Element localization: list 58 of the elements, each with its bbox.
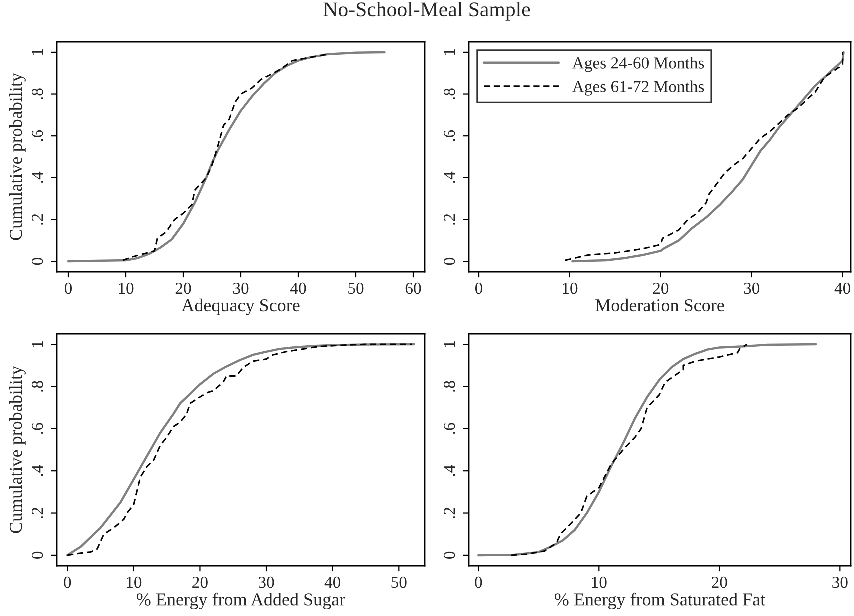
x-tick-label: 10 — [592, 576, 607, 588]
x-axis-title: % Energy from Added Sugar — [136, 592, 346, 610]
y-axis-title: Cumulative probability — [9, 366, 26, 534]
x-axis-title: % Energy from Saturated Fat — [554, 592, 766, 610]
x-axis-title: Adequacy Score — [182, 298, 300, 316]
y-tick-label: .8 — [444, 88, 456, 100]
x-tick-label: 30 — [258, 576, 274, 588]
x-tick-label: 30 — [233, 282, 249, 294]
y-tick-label: .8 — [32, 88, 44, 100]
y-tick-label: 1 — [444, 49, 456, 56]
x-tick-label: 20 — [653, 282, 669, 294]
y-axis-title: Cumulative probability — [9, 73, 26, 240]
x-tick-label: 20 — [176, 282, 192, 294]
y-tick-label: 0 — [444, 258, 456, 266]
y-tick-label: .2 — [32, 214, 44, 225]
line-series — [478, 343, 818, 557]
x-axis-title: Moderation Score — [596, 298, 724, 312]
legend-label: Ages 61-72 Months — [572, 80, 704, 96]
y-tick-label: .2 — [444, 214, 456, 225]
y-tick-label: .2 — [32, 508, 44, 518]
legend-label: Ages 24-60 Months — [572, 57, 704, 72]
y-tick-label: .6 — [444, 423, 456, 434]
y-tick-label: 1 — [444, 341, 456, 348]
x-tick-label: 10 — [119, 282, 134, 294]
x-tick-label: 40 — [290, 282, 306, 294]
line-series — [67, 51, 386, 263]
x-tick-label: 50 — [348, 282, 364, 294]
x-tick-label: 0 — [64, 576, 72, 588]
y-tick-label: .6 — [32, 130, 44, 142]
y-tick-label: .6 — [32, 423, 44, 434]
y-tick-label: 0 — [32, 552, 44, 559]
line-series — [510, 344, 748, 556]
x-tick-label: 0 — [475, 282, 483, 294]
x-tick-label: 10 — [563, 282, 578, 294]
x-tick-label: 0 — [475, 576, 482, 588]
y-tick-label: 0 — [444, 552, 456, 559]
y-tick-label: .8 — [444, 381, 456, 392]
x-tick-label: 30 — [832, 576, 848, 588]
y-tick-label: .2 — [444, 508, 456, 518]
x-tick-label: 50 — [392, 576, 407, 588]
x-tick-label: 40 — [834, 282, 851, 294]
x-tick-label: 0 — [64, 282, 72, 294]
y-tick-label: 0 — [32, 258, 44, 266]
y-tick-label: 1 — [32, 49, 44, 56]
x-tick-label: 20 — [192, 576, 208, 588]
y-tick-label: .4 — [444, 465, 456, 476]
y-tick-label: .4 — [32, 172, 44, 184]
y-tick-label: .8 — [32, 381, 44, 392]
chart-title: No-School-Meal Sample — [324, 2, 530, 21]
y-tick-label: .4 — [32, 465, 44, 476]
y-tick-label: .4 — [444, 172, 456, 184]
x-tick-label: 60 — [406, 282, 422, 294]
x-tick-label: 10 — [127, 576, 142, 588]
y-tick-label: .6 — [444, 130, 456, 142]
y-tick-label: 1 — [32, 341, 44, 348]
x-tick-label: 30 — [744, 282, 760, 294]
x-tick-label: 40 — [324, 576, 341, 588]
x-tick-label: 20 — [712, 576, 728, 588]
